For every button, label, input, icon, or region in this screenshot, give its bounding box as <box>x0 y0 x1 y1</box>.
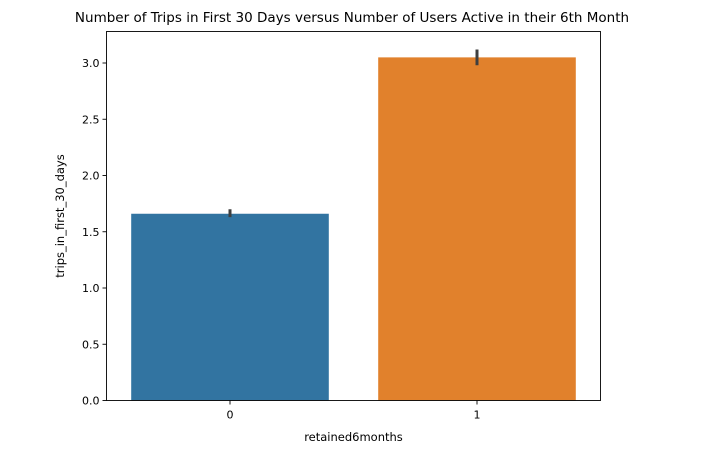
y-tick-label: 0.0 <box>82 395 100 408</box>
bars-layer <box>131 57 576 401</box>
y-tick-label: 2.0 <box>82 170 100 183</box>
x-tick-label-1: 1 <box>474 409 481 422</box>
bar-0 <box>131 213 329 401</box>
y-tick-label: 3.0 <box>82 57 100 70</box>
y-tick-label: 1.0 <box>82 282 100 295</box>
plot-frame <box>106 31 601 401</box>
x-tick-label-0: 0 <box>227 409 234 422</box>
y-tick-label: 1.5 <box>82 226 100 239</box>
y-tick-label: 0.5 <box>82 338 100 351</box>
chart-title: Number of Trips in First 30 Days versus … <box>75 10 629 26</box>
y-axis-label: trips_in_first_30_days <box>53 154 67 277</box>
x-axis-label: retained6months <box>304 430 403 444</box>
error-bars-layer <box>228 49 479 218</box>
y-axis: 0.0 0.5 1.0 1.5 2.0 2.5 3.0 <box>82 57 107 408</box>
bar-1 <box>378 57 576 401</box>
y-tick-label: 2.5 <box>82 113 100 126</box>
